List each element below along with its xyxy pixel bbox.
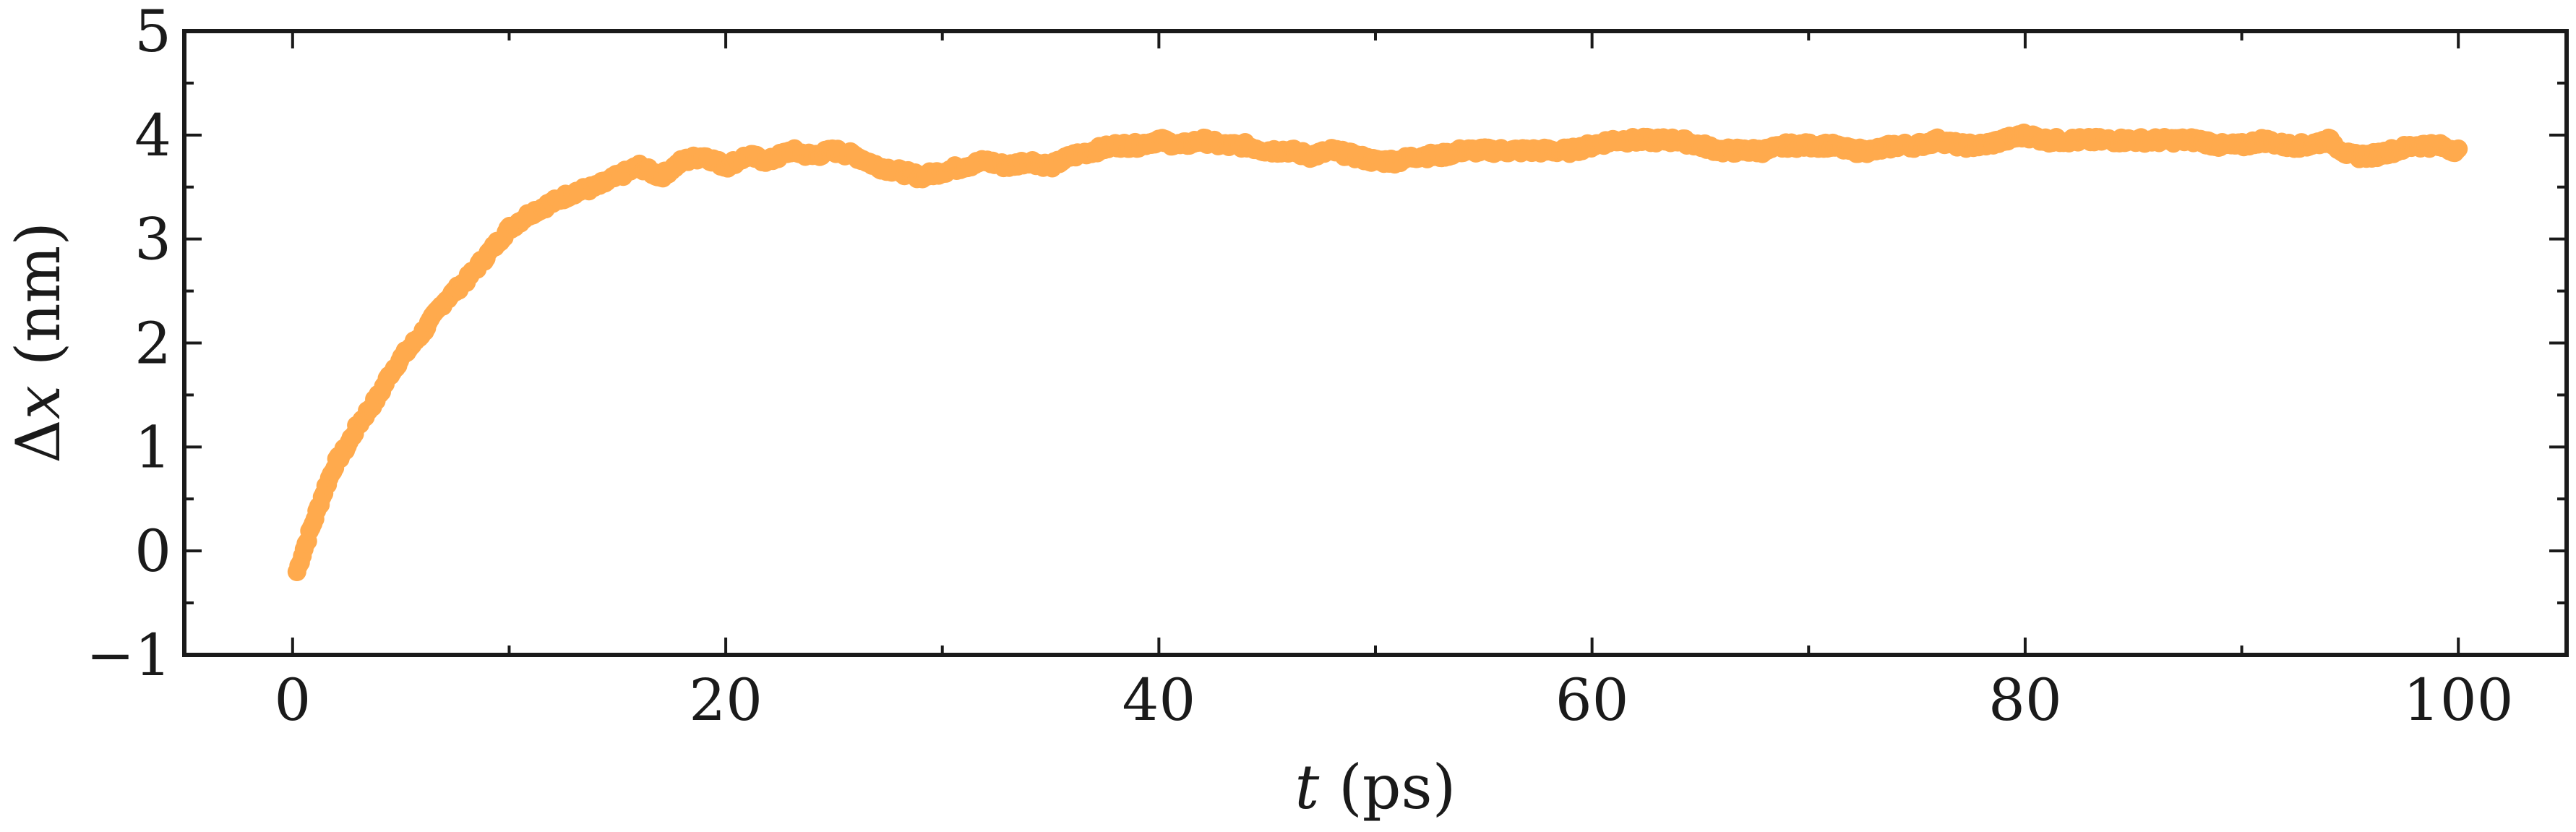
- data-points: [287, 123, 2468, 582]
- x-tick-label: 20: [689, 666, 763, 734]
- y-tick-label: 5: [134, 0, 171, 65]
- y-axis-label: Δx (nm): [3, 222, 74, 463]
- x-tick-labels: 0 20 40 60 80 100: [274, 666, 2513, 734]
- x-axis-label: t (ps): [1295, 752, 1456, 823]
- y-tick-labels: −1 0 1 2 3 4 5: [86, 0, 171, 689]
- x-tick-label: 40: [1122, 666, 1195, 734]
- axis-ticks: [184, 30, 2567, 656]
- y-tick-label: 0: [134, 518, 171, 585]
- y-tick-label: 4: [134, 102, 171, 169]
- y-tick-label: 1: [134, 413, 171, 481]
- x-tick-label: 60: [1555, 666, 1629, 734]
- data-point: [2449, 139, 2468, 158]
- plot-frame: [182, 29, 2569, 657]
- y-tick-label: 3: [134, 206, 171, 273]
- x-tick-label: 0: [274, 666, 311, 734]
- x-tick-label: 80: [1988, 666, 2062, 734]
- x-tick-label: 100: [2403, 666, 2514, 734]
- y-tick-label: −1: [86, 622, 171, 689]
- y-tick-label: 2: [134, 310, 171, 377]
